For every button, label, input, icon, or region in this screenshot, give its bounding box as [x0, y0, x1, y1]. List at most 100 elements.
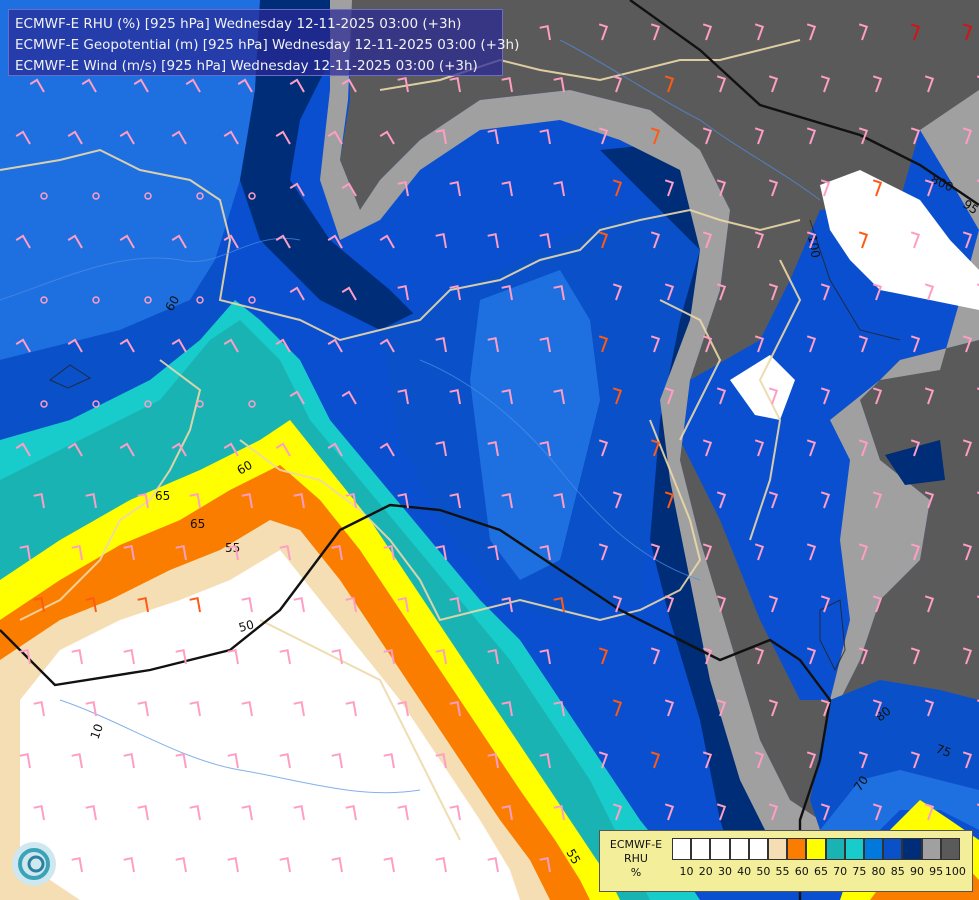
wind-calm: [92, 400, 100, 408]
legend-tick-label: 10: [679, 865, 694, 878]
wind-barb: [383, 545, 395, 561]
contour-label: 55: [225, 541, 240, 555]
legend-swatch: [691, 838, 711, 860]
wind-barb: [768, 387, 779, 405]
rivers: [0, 39, 821, 794]
wind-barb: [449, 77, 461, 93]
wind-barb: [327, 234, 343, 249]
wind-barb: [223, 130, 239, 145]
wind-barb: [71, 857, 83, 873]
wind-barb: [872, 491, 883, 509]
legend-swatch: [710, 838, 730, 860]
wind-barb: [553, 285, 565, 301]
wind-barb: [123, 857, 135, 873]
wind-barb: [924, 595, 935, 613]
wind-barb: [598, 231, 609, 249]
wind-barb: [650, 335, 661, 353]
wind-barb: [383, 857, 395, 873]
wind-barb: [189, 805, 201, 821]
wind-barb: [754, 647, 765, 665]
wind-barb: [189, 701, 201, 717]
wind-barb: [924, 699, 935, 717]
legend-model: ECMWF-E: [609, 838, 663, 851]
legend-ticks: 10 20 30 40 50 55 60 65 70 75 80 85 90 95 100: [672, 865, 972, 879]
wind-barb: [910, 335, 921, 353]
wind-barb: [501, 181, 513, 197]
wind-barb: [650, 231, 661, 249]
wind-barb: [397, 701, 409, 717]
wind-barb: [397, 181, 409, 197]
wind-barb: [379, 442, 395, 457]
wind-barb: [71, 545, 83, 561]
wind-barb: [449, 805, 461, 821]
rhu-zone-50-sw: [20, 550, 520, 900]
wind-barb: [962, 127, 973, 145]
wind-barb: [806, 231, 817, 249]
wind-barb: [553, 389, 565, 405]
wind-barb: [910, 439, 921, 457]
wind-barb: [501, 597, 513, 613]
wind-barb: [81, 78, 97, 93]
wind-barb: [33, 701, 45, 717]
legend-swatch: [768, 838, 788, 860]
wind-barb: [33, 493, 45, 509]
wind-barb: [341, 286, 357, 301]
wind-calm: [144, 192, 152, 200]
title-wind: ECMWF-E Wind (m/s) [925 hPa] Wednesday 1…: [15, 58, 478, 74]
wind-barb: [754, 23, 765, 41]
wind-barb: [872, 283, 883, 301]
wind-calm: [92, 192, 100, 200]
wind-barb: [293, 597, 305, 613]
wind-barb: [598, 127, 609, 145]
wind-barb: [872, 387, 883, 405]
wind-barb: [962, 23, 973, 41]
wind-barb: [754, 751, 765, 769]
legend-tick-label: 75: [852, 865, 867, 878]
wind-barb: [327, 442, 343, 457]
wind-barb: [327, 338, 343, 353]
legend-tick-label: 95: [929, 865, 944, 878]
wind-calm: [196, 296, 204, 304]
wind-barb: [539, 649, 551, 665]
wind-barb: [702, 751, 713, 769]
wind-barb: [345, 701, 357, 717]
wind-barb: [19, 649, 31, 665]
wind-barb: [650, 647, 661, 665]
wind-barb: [85, 805, 97, 821]
wind-barb: [133, 78, 149, 93]
wind-barb: [379, 130, 395, 145]
legend-tick-label: 55: [775, 865, 790, 878]
wind-barb: [341, 182, 357, 197]
legend-swatch: [748, 838, 769, 860]
wind-barb: [539, 545, 551, 561]
wind-barb: [820, 179, 831, 197]
wind-barb: [612, 595, 623, 613]
wind-barb: [175, 753, 187, 769]
wind-barb: [175, 649, 187, 665]
wind-barb: [449, 701, 461, 717]
wind-barb: [397, 597, 409, 613]
wind-barb: [279, 545, 291, 561]
wind-barb: [806, 647, 817, 665]
rhu-zone-100-north: [340, 0, 979, 820]
wind-calm: [248, 192, 256, 200]
rhu-zone-white-small: [730, 355, 795, 420]
wind-barb: [241, 805, 253, 821]
wind-barb: [279, 649, 291, 665]
legend-swatches: [672, 838, 961, 860]
title-geopotential: ECMWF-E Geopotential (m) [925 hPa] Wedne…: [15, 37, 520, 53]
wind-barb: [67, 338, 83, 353]
contour-label: 75: [934, 742, 953, 760]
wind-barb: [85, 493, 97, 509]
wind-barb: [539, 337, 551, 353]
wind-barb: [924, 387, 935, 405]
wind-barb: [331, 545, 343, 561]
wind-barb: [924, 803, 935, 821]
wind-barb: [664, 803, 675, 821]
wind-barb: [806, 439, 817, 457]
wind-barb: [539, 25, 551, 41]
wind-barb: [553, 805, 565, 821]
legend-swatch: [806, 838, 826, 860]
legend-swatch: [940, 838, 961, 860]
